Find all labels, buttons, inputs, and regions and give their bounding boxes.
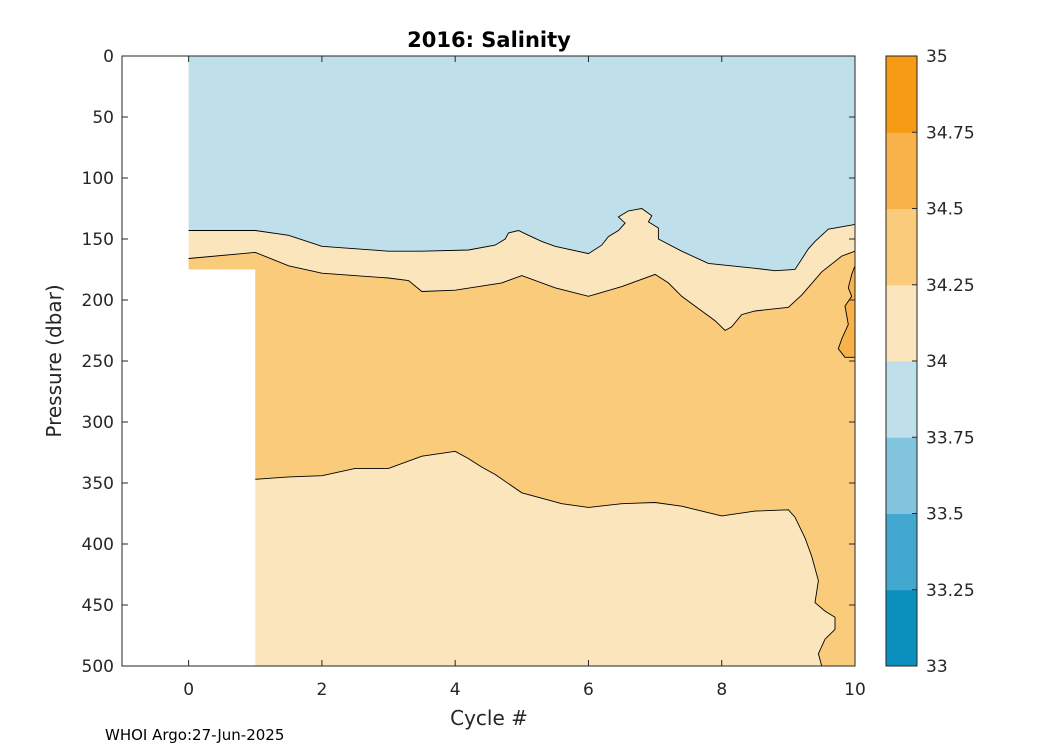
plot-area: [121, 55, 856, 667]
x-axis-label: Cycle #: [450, 706, 528, 730]
colorbar-tick-label: 35: [926, 47, 948, 67]
x-tick-label: 2: [316, 680, 327, 700]
colorbar-segment: [886, 284, 917, 362]
colorbar-tick-label: 33.75: [926, 428, 975, 448]
y-tick-label: 200: [82, 291, 114, 311]
salinity-band: [838, 265, 855, 358]
colorbar-segment: [886, 513, 917, 591]
y-tick-label: 400: [82, 535, 114, 555]
x-tick-label: 8: [716, 680, 727, 700]
x-tick-label: 10: [844, 680, 866, 700]
contour-line: [837, 265, 856, 358]
y-tick-label: 50: [92, 108, 114, 128]
chart-title: 2016: Salinity: [407, 28, 571, 52]
colorbar-tick-label: 34.5: [926, 200, 964, 220]
contour-lines: [188, 208, 856, 667]
colorbar-segment: [886, 208, 917, 286]
colorbar-segment: [886, 437, 917, 514]
y-tick-label: 300: [82, 413, 114, 433]
salinity-bands: [188, 56, 856, 666]
colorbar-segment: [886, 56, 917, 133]
colorbar-segment: [886, 132, 917, 209]
colorbar-tick-label: 33.25: [926, 581, 975, 601]
y-tick-label: 250: [82, 352, 114, 372]
colorbar-tick-label: 33.5: [926, 505, 964, 525]
y-axis-ticks: 0 50 100 150 200 250 300 350 400 450 500: [82, 47, 855, 677]
y-tick-label: 350: [82, 474, 114, 494]
y-tick-label: 0: [103, 47, 114, 67]
colorbar-segment: [886, 361, 917, 438]
y-tick-label: 100: [82, 169, 114, 189]
colorbar-tick-label: 34.25: [926, 276, 975, 296]
x-tick-label: 6: [583, 680, 594, 700]
x-tick-label: 4: [450, 680, 461, 700]
x-axis-ticks: 0 2 4 6 8 10: [183, 56, 866, 700]
contour-line: [188, 208, 856, 272]
contour-line: [255, 450, 836, 667]
salinity-band: [188, 56, 856, 271]
colorbar-tick-label: 34.75: [926, 123, 975, 143]
x-tick-label: 0: [183, 680, 194, 700]
y-tick-label: 150: [82, 230, 114, 250]
colorbar-tick-label: 33: [926, 657, 948, 677]
footer-credit: WHOI Argo:27-Jun-2025: [105, 726, 284, 744]
colorbar-segment: [886, 589, 917, 667]
y-tick-label: 450: [82, 596, 114, 616]
colorbar-tick-label: 34: [926, 352, 948, 372]
contour-line: [188, 250, 856, 332]
salinity-band: [188, 251, 856, 666]
colorbar: 33 33.25 33.5 33.75 34 34.25 34.5 34.75 35: [885, 47, 975, 677]
y-tick-label: 500: [82, 657, 114, 677]
y-axis-label: Pressure (dbar): [42, 284, 66, 437]
